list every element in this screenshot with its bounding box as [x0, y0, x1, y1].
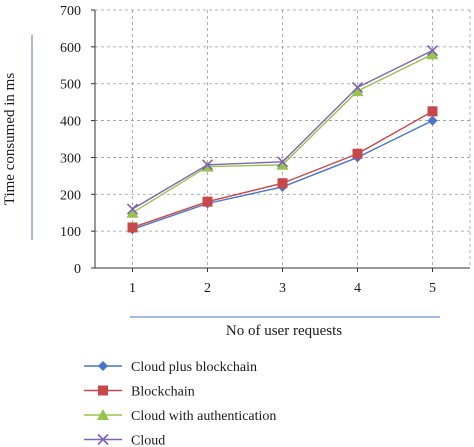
legend-marker-1 — [98, 385, 108, 396]
legend-label-0: Cloud plus blockchain — [131, 360, 257, 375]
x-tick-label-3: 4 — [354, 281, 361, 296]
legend-marker-0 — [98, 361, 108, 371]
legend-item-3: Cloud — [84, 434, 165, 447]
data-point-3-2 — [276, 156, 289, 168]
grid — [95, 9, 471, 268]
y-tick-label-3: 300 — [60, 151, 81, 166]
series — [126, 44, 439, 235]
legend-label-2: Cloud with authentication — [131, 409, 276, 424]
legend-item-1: Blockchain — [84, 385, 195, 400]
data-point-1-1 — [202, 196, 213, 207]
data-point-2-2 — [276, 158, 289, 170]
y-tick-label-5: 500 — [60, 78, 81, 93]
legend-item-2: Cloud with authentication — [84, 409, 276, 424]
data-point-0-4 — [427, 115, 438, 126]
data-point-2-3 — [351, 85, 364, 97]
legend-label-1: Blockchain — [131, 385, 195, 400]
y-tick-label-2: 200 — [60, 188, 81, 203]
x-tick-label-2: 3 — [279, 281, 286, 296]
legend-marker-2 — [97, 409, 109, 420]
x-tick-label-0: 1 — [129, 281, 136, 296]
y-tick-label-6: 600 — [60, 41, 81, 56]
data-point-3-4 — [426, 44, 439, 57]
data-point-3-3 — [351, 81, 364, 93]
data-point-2-0 — [126, 206, 139, 218]
data-point-1-2 — [277, 178, 288, 189]
y-tick-label-1: 100 — [60, 225, 81, 240]
series-3 — [126, 44, 439, 215]
legend: Cloud plus blockchain Blockchain Cloud wit… — [84, 360, 276, 447]
y-tick-label-0: 0 — [74, 262, 81, 277]
data-point-2-4 — [426, 48, 439, 60]
y-axis-title: Time consumed in ms — [2, 73, 18, 206]
legend-label-3: Cloud — [131, 434, 165, 447]
data-point-1-3 — [352, 148, 363, 159]
x-tick-labels: 1 2 3 4 5 — [129, 268, 436, 296]
x-axis-title: No of user requests — [226, 323, 342, 339]
data-point-1-0 — [127, 222, 138, 233]
y-tick-labels: 0 100 200 300 400 500 600 700 — [60, 4, 95, 277]
y-tick-label-7: 700 — [60, 4, 81, 19]
series-1 — [127, 106, 438, 233]
x-tick-label-1: 2 — [204, 281, 211, 296]
data-point-1-4 — [427, 106, 438, 117]
x-tick-label-4: 5 — [429, 281, 436, 296]
data-point-3-0 — [126, 203, 139, 215]
data-point-3-1 — [201, 159, 214, 171]
legend-item-0: Cloud plus blockchain — [84, 360, 257, 375]
legend-marker-3 — [97, 433, 109, 446]
y-tick-label-4: 400 — [60, 115, 81, 130]
